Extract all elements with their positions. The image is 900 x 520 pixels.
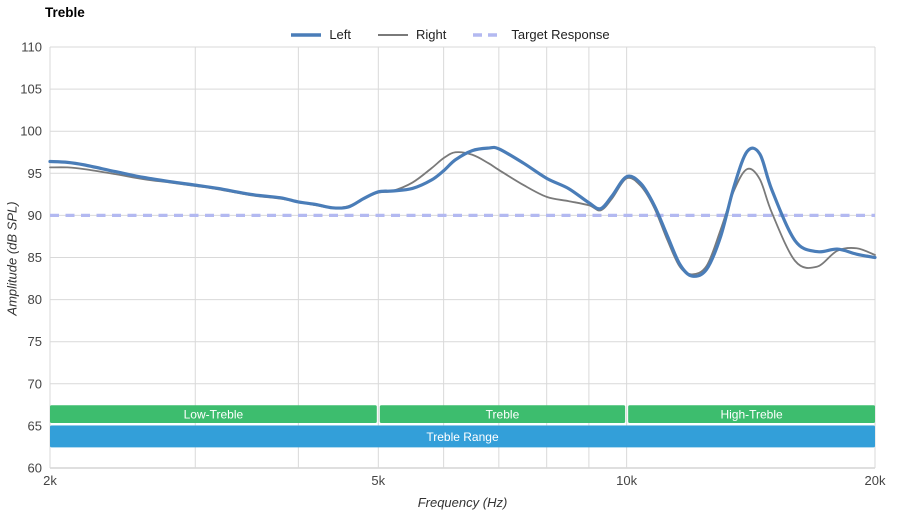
- band-label-high-treble: High-Treble: [720, 408, 783, 422]
- y-tick-label-85: 85: [28, 250, 42, 265]
- x-tick-label-10k: 10k: [616, 473, 637, 488]
- band-treble: [379, 405, 626, 423]
- x-tick-label-2k: 2k: [43, 473, 57, 488]
- band-label-treble: Treble: [486, 408, 520, 422]
- legend-label: Left: [329, 27, 352, 42]
- y-tick-label-90: 90: [28, 208, 42, 223]
- y-tick-label-95: 95: [28, 166, 42, 181]
- legend-label: Right: [416, 27, 447, 42]
- range-bands: Low-Treble Treble High-Treble Treble Range: [50, 405, 875, 448]
- y-tick-label-65: 65: [28, 418, 42, 433]
- y-tick-label-100: 100: [20, 124, 42, 139]
- legend-swatch-right: [378, 33, 409, 36]
- y-tick-label-105: 105: [20, 82, 42, 97]
- legend-item-target-response[interactable]: Target Response: [472, 27, 610, 42]
- legend-item-right[interactable]: Right: [377, 27, 446, 42]
- legend-item-left[interactable]: Left: [290, 27, 351, 42]
- band-treble-range: [50, 425, 875, 448]
- y-axis-title: Amplitude (dB SPL): [4, 201, 20, 316]
- x-tick-label-5k: 5k: [371, 473, 385, 488]
- y-tick-label-75: 75: [28, 334, 42, 349]
- y-tick-label-80: 80: [28, 292, 42, 307]
- series-line-left: [48, 145, 877, 278]
- band-high-treble: [628, 405, 875, 423]
- x-tick-label-20k: 20k: [865, 473, 886, 488]
- gridlines: [49, 46, 876, 469]
- chart-legend: Left Right Target Response: [0, 27, 900, 42]
- legend-label: Target Response: [511, 27, 610, 42]
- band-label-treble-range: Treble Range: [426, 430, 499, 444]
- y-tick-label-60: 60: [28, 461, 42, 476]
- chart-title: Treble: [45, 5, 85, 20]
- legend-swatch-target-response: [473, 32, 504, 37]
- band-low-treble: [50, 405, 377, 423]
- x-axis-title: Frequency (Hz): [417, 495, 508, 510]
- series-line-right: [49, 151, 876, 276]
- y-tick-label-70: 70: [28, 376, 42, 391]
- legend-swatch-left: [291, 32, 322, 37]
- y-tick-label-110: 110: [21, 40, 42, 55]
- band-label-low-treble: Low-Treble: [184, 408, 244, 422]
- tick-labels: 60 65 70 75 80 85 90 95 100 105 110 2k 5k 10k 20k: [20, 40, 886, 489]
